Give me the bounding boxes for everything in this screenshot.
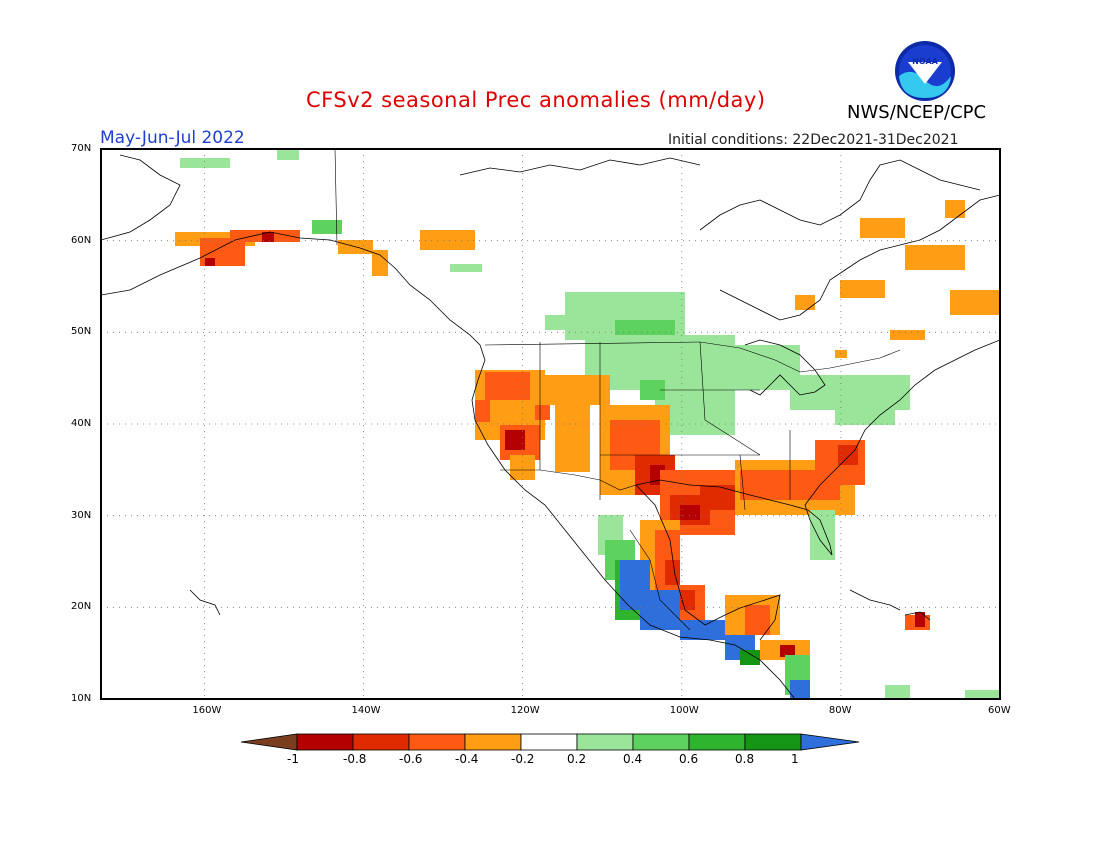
- colorbar-cell: [744, 733, 802, 751]
- lon-tick-label: 120W: [510, 705, 540, 716]
- lat-tick-label: 30N: [71, 509, 92, 521]
- colorbar-cell: [464, 733, 522, 751]
- colorbar-cell: [688, 733, 746, 751]
- lon-tick-label: 140W: [351, 705, 381, 716]
- colorbar-tick-label: -0.2: [511, 752, 535, 766]
- lon-tick-label: 60W: [988, 705, 1011, 716]
- colorbar-tick-label: 0.6: [679, 752, 699, 766]
- colorbar-tick-label: 0.8: [735, 752, 755, 766]
- lat-tick-label: 60N: [71, 234, 92, 246]
- initial-conditions-label: Initial conditions: 22Dec2021-31Dec2021: [668, 132, 959, 148]
- colorbar-tick-label: -0.4: [455, 752, 479, 766]
- lon-tick-label: 160W: [192, 705, 222, 716]
- logo-text: NOAA: [912, 57, 938, 66]
- lat-tick-label: 70N: [71, 143, 92, 154]
- colorbar-tick-label: 0.4: [623, 752, 643, 766]
- colorbar-tick-label: -0.6: [399, 752, 423, 766]
- lat-tick-label: 50N: [71, 326, 92, 338]
- map-frame: [100, 148, 1001, 700]
- lat-tick-label: 20N: [71, 601, 92, 613]
- colorbar-cell: [408, 733, 466, 751]
- colorbar-tick-label: -0.8: [343, 752, 367, 766]
- season-label: May-Jun-Jul 2022: [100, 128, 245, 148]
- colorbar-low-arrow: [240, 733, 298, 751]
- colorbar-tick-label: 0.2: [567, 752, 587, 766]
- lon-tick-label: 100W: [669, 705, 699, 716]
- colorbar-cell: [296, 733, 354, 751]
- colorbar-cell: [520, 733, 578, 751]
- lon-tick-label: 80W: [828, 705, 852, 716]
- colorbar-tick-label: -1: [287, 752, 299, 766]
- borders: [334, 149, 901, 631]
- noaa-logo: NOAA: [895, 41, 955, 101]
- colorbar-cell: [576, 733, 634, 751]
- lat-tick-label: 10N: [71, 693, 92, 704]
- colorbar-tick-label: 1: [791, 752, 799, 766]
- colorbar-cell: [632, 733, 690, 751]
- lat-tick-label: 40N: [71, 418, 92, 429]
- colorbar-high-arrow: [800, 733, 860, 751]
- anomaly-layer: [175, 150, 1000, 699]
- colorbar-cell: [352, 733, 410, 751]
- agency-label: NWS/NCEP/CPC: [847, 102, 987, 123]
- coastlines: [101, 154, 1000, 699]
- chart-title: CFSv2 seasonal Prec anomalies (mm/day): [306, 88, 766, 112]
